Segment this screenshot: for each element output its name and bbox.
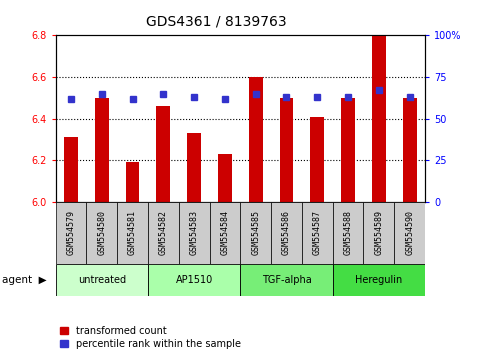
Bar [364, 202, 394, 264]
Bar [86, 202, 117, 264]
Text: GSM554580: GSM554580 [97, 210, 106, 255]
Bar [311, 116, 324, 202]
Bar [302, 202, 333, 264]
Text: GSM554588: GSM554588 [343, 210, 353, 255]
Text: TGF-alpha: TGF-alpha [262, 275, 312, 285]
Text: AP1510: AP1510 [175, 275, 213, 285]
Bar [156, 106, 170, 202]
Bar [148, 202, 179, 264]
Bar [64, 137, 78, 202]
Text: GSM554584: GSM554584 [220, 210, 229, 255]
Bar [333, 264, 425, 296]
Bar [148, 264, 241, 296]
Bar [271, 202, 302, 264]
Text: GSM554586: GSM554586 [282, 210, 291, 255]
Bar [179, 202, 210, 264]
Text: GSM554587: GSM554587 [313, 210, 322, 255]
Text: GSM554590: GSM554590 [405, 210, 414, 255]
Bar [240, 264, 333, 296]
Bar [280, 98, 293, 202]
Text: GSM554579: GSM554579 [67, 210, 75, 255]
Text: GSM554581: GSM554581 [128, 210, 137, 255]
Bar [56, 202, 86, 264]
Bar [341, 98, 355, 202]
Bar [403, 98, 416, 202]
Text: GDS4361 / 8139763: GDS4361 / 8139763 [146, 14, 286, 28]
Bar [126, 162, 140, 202]
Bar [95, 98, 109, 202]
Bar [218, 154, 232, 202]
Bar [333, 202, 364, 264]
Bar [240, 202, 271, 264]
Bar [56, 264, 148, 296]
Text: GSM554585: GSM554585 [251, 210, 260, 255]
Legend: transformed count, percentile rank within the sample: transformed count, percentile rank withi… [60, 326, 241, 349]
Text: GSM554583: GSM554583 [190, 210, 199, 255]
Text: GSM554589: GSM554589 [374, 210, 384, 255]
Bar [372, 35, 386, 202]
Bar [249, 77, 263, 202]
Text: Heregulin: Heregulin [355, 275, 402, 285]
Text: agent  ▶: agent ▶ [2, 275, 47, 285]
Text: GSM554582: GSM554582 [159, 210, 168, 255]
Text: untreated: untreated [78, 275, 126, 285]
Bar [210, 202, 240, 264]
Bar [394, 202, 425, 264]
Bar [187, 133, 201, 202]
Bar [117, 202, 148, 264]
